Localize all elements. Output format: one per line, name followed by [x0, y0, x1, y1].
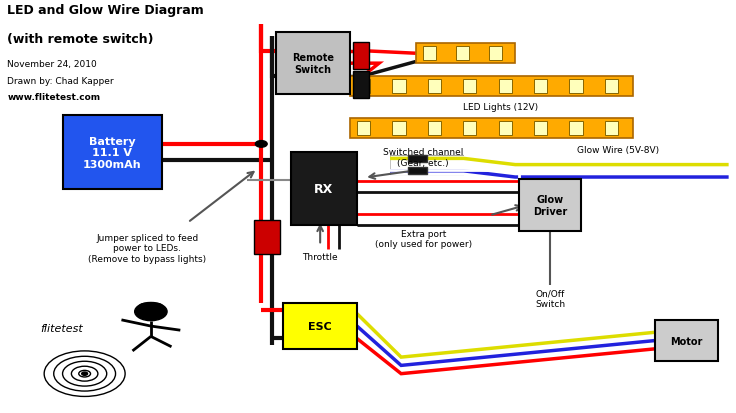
Text: flitetest: flitetest — [40, 323, 83, 333]
Bar — [392, 80, 406, 94]
Bar — [353, 72, 369, 99]
Bar — [605, 121, 618, 135]
Text: Battery
11.1 V
1300mAh: Battery 11.1 V 1300mAh — [83, 136, 141, 169]
Text: November 24, 2010: November 24, 2010 — [7, 60, 97, 69]
Bar — [570, 80, 583, 94]
Bar — [357, 121, 370, 135]
Text: www.flitetest.com: www.flitetest.com — [7, 93, 101, 102]
Bar — [408, 168, 427, 175]
Bar — [392, 121, 406, 135]
Text: ESC: ESC — [308, 321, 332, 331]
Text: On/Off
Switch: On/Off Switch — [535, 289, 565, 309]
Bar — [276, 33, 350, 95]
Circle shape — [82, 372, 88, 375]
Circle shape — [255, 141, 267, 148]
Text: RX: RX — [314, 183, 333, 195]
Bar — [519, 180, 581, 231]
Bar — [408, 156, 427, 162]
Bar — [428, 121, 441, 135]
Text: Glow
Driver: Glow Driver — [533, 195, 567, 216]
Bar — [605, 80, 618, 94]
Bar — [254, 221, 280, 254]
Bar — [489, 47, 502, 61]
Bar — [353, 43, 369, 70]
Text: Glow Wire (5V-8V): Glow Wire (5V-8V) — [577, 146, 659, 155]
Bar — [350, 119, 633, 138]
Text: Extra port
(only used for power): Extra port (only used for power) — [375, 229, 472, 249]
Bar — [534, 80, 548, 94]
Text: Remote
Switch: Remote Switch — [291, 53, 334, 75]
Bar — [283, 304, 357, 349]
Bar — [499, 80, 512, 94]
Bar — [499, 121, 512, 135]
Text: Jumper spliced to feed
power to LEDs.
(Remove to bypass lights): Jumper spliced to feed power to LEDs. (R… — [88, 233, 206, 263]
Circle shape — [135, 303, 167, 321]
Text: LED Lights (12V): LED Lights (12V) — [463, 103, 538, 112]
Bar — [456, 47, 469, 61]
Bar — [291, 153, 357, 225]
Bar — [357, 80, 370, 94]
Text: Throttle: Throttle — [302, 252, 338, 261]
Bar — [422, 47, 436, 61]
Bar — [570, 121, 583, 135]
Ellipse shape — [140, 303, 162, 308]
Bar — [534, 121, 548, 135]
Bar — [463, 121, 476, 135]
Text: Drawn by: Chad Kapper: Drawn by: Chad Kapper — [7, 76, 114, 85]
Bar — [416, 44, 515, 64]
Text: Switched channel
(Gear, etc.): Switched channel (Gear, etc.) — [383, 148, 464, 167]
Bar — [655, 320, 718, 361]
Bar — [428, 80, 441, 94]
Text: Motor: Motor — [670, 336, 702, 346]
Text: LED and Glow Wire Diagram: LED and Glow Wire Diagram — [7, 4, 204, 17]
Bar — [63, 116, 162, 190]
Text: (with remote switch): (with remote switch) — [7, 33, 154, 46]
Bar — [350, 77, 633, 97]
Bar — [463, 80, 476, 94]
